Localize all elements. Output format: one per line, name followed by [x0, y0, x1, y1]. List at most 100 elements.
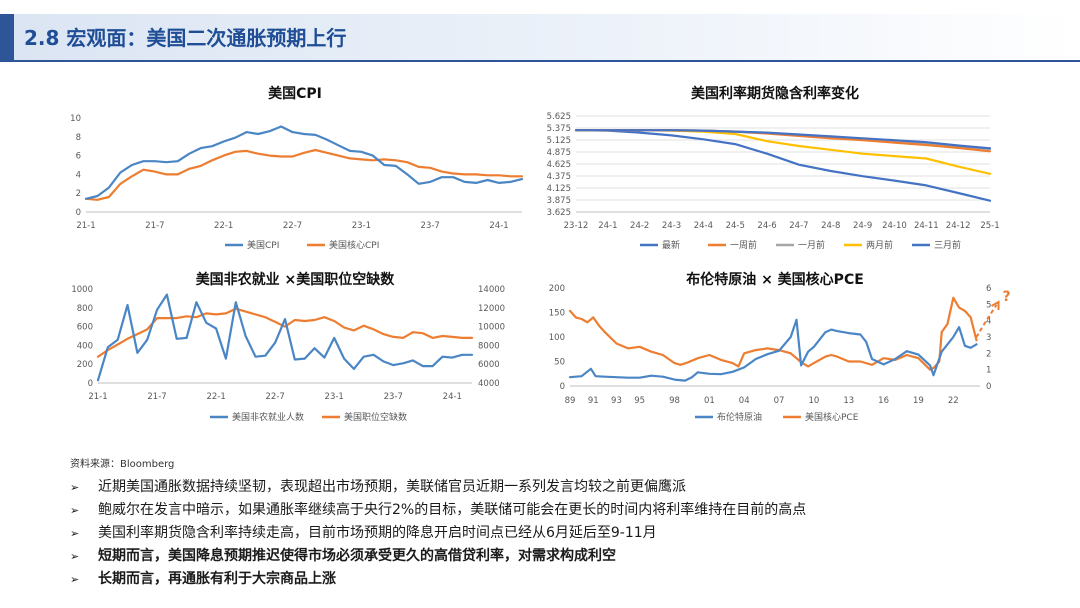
y-right-tick-label: 0: [986, 382, 991, 392]
payrolls-openings-chart: 美国非农就业 ×美国职位空缺数 0 200 400 600 800 1000 4000 6000…: [71, 271, 505, 423]
x-tick-label: 07: [774, 396, 785, 406]
bullet-text: 近期美国通胀数据持续坚韧，表现超出市场预期，美联储官员近期一系列发言均较之前更偏…: [98, 479, 686, 495]
x-tick-label: 24-10: [882, 221, 907, 231]
y-tick-label: 0: [76, 208, 81, 218]
legend-label: 美国CPI: [247, 239, 279, 251]
y-tick-label: 8: [76, 133, 81, 143]
arrow-bullet-icon: ➢: [70, 504, 80, 517]
x-tick-label: 21-1: [88, 392, 107, 402]
y-tick-label: 4.375: [547, 172, 571, 182]
y-tick-label: 4.625: [547, 160, 571, 170]
x-tick-label: 13: [843, 396, 854, 406]
legend-label: 两月前: [866, 239, 893, 251]
page-title: 2.8 宏观面：美国二次通胀预期上行: [24, 26, 347, 50]
y-right-tick-label: 6000: [478, 360, 500, 370]
y-tick-label: 600: [77, 323, 93, 333]
arrow-bullet-icon: ➢: [70, 550, 80, 563]
y-tick-label: 5.375: [547, 124, 571, 134]
x-tick-label: 89: [565, 396, 576, 406]
y-tick-label: 4.125: [547, 184, 571, 194]
bullet-item: ➢ 鲍威尔在发言中暗示，如果通胀率继续高于央行2%的目标，美联储可能会在更长的时间…: [68, 499, 1028, 522]
x-tick-label: 23-12: [564, 221, 589, 231]
bullet-item: ➢ 美国利率期货隐含利率持续走高，目前市场预期的降息开启时间点已经从6月延后至9-…: [68, 522, 1028, 545]
bullet-text: 长期而言，再通胀有利于大宗商品上涨: [98, 571, 336, 587]
arrow-head-icon: [991, 300, 1000, 310]
x-tick-label: 04: [739, 396, 750, 406]
series-line: [96, 307, 474, 358]
x-tick-label: 22-1: [214, 221, 233, 231]
x-tick-label: 21-7: [145, 221, 164, 231]
x-tick-label: 23-7: [421, 221, 440, 231]
y-tick-label: 5.625: [547, 112, 571, 122]
legend-label: 美国非农就业人数: [232, 411, 304, 423]
arrow-bullet-icon: ➢: [70, 527, 80, 540]
y-right-tick-label: 5: [986, 300, 991, 310]
y-right-tick-label: 3: [986, 333, 991, 343]
header-band: [14, 14, 1080, 60]
projection-arrow: [975, 304, 998, 338]
series-line: [84, 148, 524, 201]
x-tick-label: 01: [704, 396, 715, 406]
x-tick-label: 24-9: [853, 221, 872, 231]
y-tick-label: 0: [88, 379, 93, 389]
legend-label: 美国职位空缺数: [344, 411, 407, 423]
header-accent-bar: [0, 14, 14, 60]
annotation-question-mark: ?: [1003, 289, 1011, 305]
x-tick-label: 22-7: [283, 221, 302, 231]
header-divider: [0, 60, 1080, 62]
legend-label: 布伦特原油: [717, 411, 762, 423]
legend-label: 三月前: [934, 239, 961, 251]
x-tick-label: 22-1: [206, 392, 225, 402]
chart-title: 美国非农就业 ×美国职位空缺数: [196, 271, 396, 288]
x-tick-label: 23-1: [352, 221, 371, 231]
series-line: [84, 125, 524, 200]
x-tick-label: 22-7: [266, 392, 285, 402]
x-tick-label: 24-3: [662, 221, 681, 231]
x-tick-label: 24-5: [726, 221, 745, 231]
chart-title: 美国CPI: [268, 85, 322, 102]
bullet-item: ➢ 长期而言，再通胀有利于大宗商品上涨: [68, 568, 1028, 591]
x-tick-label: 21-7: [147, 392, 166, 402]
x-tick-label: 25-1: [980, 221, 999, 231]
bullet-item: ➢ 近期美国通胀数据持续坚韧，表现超出市场预期，美联储官员近期一系列发言均较之前更…: [68, 476, 1028, 499]
bullet-text: 短期而言，美国降息预期推迟使得市场必须承受更久的高借贷利率，对需求构成利空: [98, 548, 616, 564]
x-tick-label: 22: [948, 396, 959, 406]
x-tick-label: 24-7: [789, 221, 808, 231]
y-right-tick-label: 12000: [478, 304, 505, 314]
y-right-tick-label: 4000: [478, 379, 500, 389]
x-tick-label: 16: [878, 396, 889, 406]
x-tick-label: 23-7: [384, 392, 403, 402]
y-tick-label: 50: [554, 358, 565, 368]
y-tick-label: 4: [76, 170, 81, 180]
x-tick-label: 24-1: [598, 221, 617, 231]
x-tick-label: 24-2: [630, 221, 649, 231]
arrow-bullet-icon: ➢: [70, 481, 80, 494]
y-tick-label: 150: [549, 309, 565, 319]
bullet-text: 鲍威尔在发言中暗示，如果通胀率继续高于央行2%的目标，美联储可能会在更长的时间内…: [98, 502, 807, 518]
x-tick-label: 24-4: [694, 221, 713, 231]
y-right-tick-label: 10000: [478, 323, 505, 333]
legend-label: 一周前: [730, 239, 757, 251]
source-note: 资料来源：Bloomberg: [70, 459, 175, 470]
y-tick-label: 4.875: [547, 148, 571, 158]
x-tick-label: 24-6: [757, 221, 776, 231]
y-right-tick-label: 8000: [478, 341, 500, 351]
series-line: [574, 129, 992, 150]
x-tick-label: 24-8: [821, 221, 840, 231]
series-line: [568, 318, 978, 382]
legend-label: 最新: [662, 239, 680, 251]
y-tick-label: 3.875: [547, 196, 571, 206]
y-tick-label: 200: [77, 360, 93, 370]
y-tick-label: 800: [77, 304, 93, 314]
y-tick-label: 200: [549, 284, 565, 294]
y-right-tick-label: 4: [986, 317, 991, 327]
y-tick-label: 100: [549, 333, 565, 343]
y-tick-label: 3.625: [547, 208, 571, 218]
legend-label: 美国核心CPI: [329, 239, 379, 251]
page-header: 2.8 宏观面：美国二次通胀预期上行: [0, 14, 1080, 62]
x-tick-label: 24-12: [946, 221, 971, 231]
x-tick-label: 19: [913, 396, 924, 406]
x-tick-label: 95: [634, 396, 645, 406]
y-tick-label: 0: [560, 382, 565, 392]
